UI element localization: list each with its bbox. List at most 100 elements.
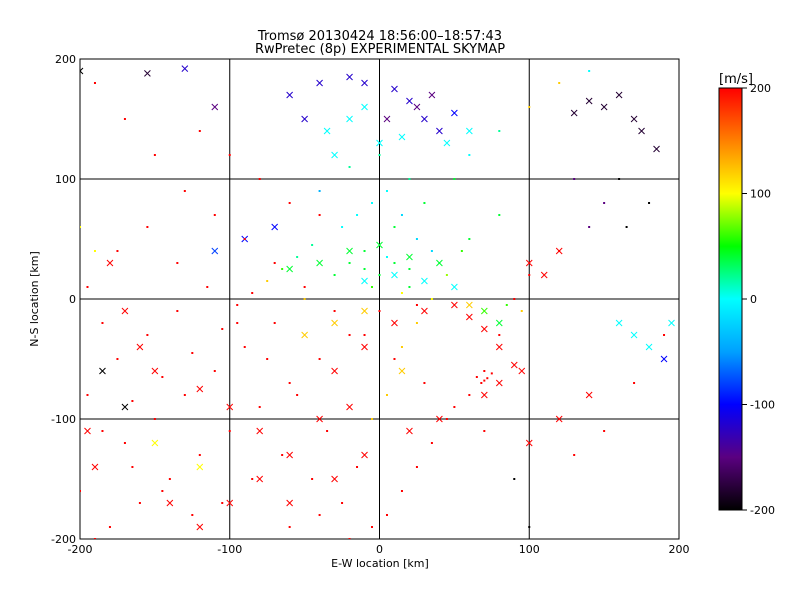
data-point-dot <box>363 250 366 252</box>
data-point-dot <box>213 370 216 372</box>
x-tick-label: -200 <box>68 543 93 556</box>
data-point-x <box>331 319 338 327</box>
data-point-x <box>653 145 660 153</box>
data-point-dot <box>123 442 126 444</box>
chart-subtitle: RwPretec (8p) EXPERIMENTAL SKYMAP <box>255 42 505 57</box>
data-point-dot <box>371 286 374 288</box>
y-tick-label: -100 <box>51 413 76 426</box>
data-point-dot <box>251 478 254 480</box>
data-point-x <box>391 271 398 279</box>
data-point-dot <box>385 394 388 396</box>
data-point-dot <box>311 244 314 246</box>
data-point-x <box>436 415 443 423</box>
data-point-x <box>480 307 488 315</box>
data-point-x <box>346 115 353 123</box>
data-point-dot <box>460 250 463 252</box>
data-point-dot <box>528 526 531 528</box>
data-point-dot <box>93 538 96 539</box>
data-point-dot <box>236 304 239 306</box>
data-point-dot <box>131 400 134 402</box>
y-axis-ticks: -200 -100 0 100 200 <box>51 53 76 546</box>
data-point-dot <box>303 298 306 300</box>
data-point-x <box>196 463 204 471</box>
x-tick-label: 0 <box>376 543 383 556</box>
data-point-dot <box>618 178 621 180</box>
data-point-x <box>451 301 458 309</box>
data-point-x <box>495 319 503 327</box>
data-point-dot <box>423 382 426 384</box>
data-point-x <box>443 139 451 147</box>
data-point-x <box>600 103 608 111</box>
data-point-dot <box>486 377 489 380</box>
data-point-x <box>99 367 106 375</box>
data-point-dot <box>415 304 418 306</box>
data-point-dot <box>475 376 478 378</box>
data-point-x <box>121 403 129 411</box>
data-point-dot <box>378 274 381 276</box>
data-point-x <box>465 313 473 321</box>
data-point-dot <box>93 82 96 84</box>
data-point-dot <box>573 178 576 180</box>
data-point-dot <box>123 118 126 120</box>
data-point-dot <box>356 466 359 468</box>
data-point-dot <box>146 334 149 336</box>
data-point-dot <box>161 490 164 492</box>
data-point-dot <box>573 454 576 456</box>
data-point-dot <box>191 514 194 516</box>
data-point-x <box>331 475 338 483</box>
data-point-dot <box>213 214 216 216</box>
x-axis-label: E-W location [km] <box>331 557 429 570</box>
data-point-dot <box>86 286 89 288</box>
data-point-x <box>398 133 406 141</box>
data-point-x <box>428 91 436 99</box>
data-point-dot <box>258 178 261 180</box>
data-point-dot <box>296 256 299 258</box>
data-point-dot <box>430 442 433 444</box>
data-point-x <box>286 451 294 459</box>
data-point-x <box>361 79 368 87</box>
data-points <box>80 65 675 539</box>
data-point-x <box>80 67 84 75</box>
data-point-x <box>525 259 533 267</box>
colorbar-unit-label: [m/s] <box>719 72 753 87</box>
data-point-dot <box>588 226 591 228</box>
data-point-x <box>196 523 204 531</box>
data-point-dot <box>153 418 156 420</box>
data-point-x <box>346 73 353 81</box>
data-point-x <box>256 475 264 483</box>
data-point-dot <box>273 322 276 324</box>
data-point-dot <box>80 490 81 492</box>
data-point-x <box>451 283 458 291</box>
data-point-dot <box>453 178 456 180</box>
data-point-dot <box>453 406 456 408</box>
data-point-x <box>361 451 368 459</box>
data-point-x <box>346 403 353 411</box>
data-point-dot <box>468 238 471 240</box>
data-point-dot <box>266 358 269 360</box>
data-point-dot <box>558 82 561 84</box>
data-point-dot <box>400 490 403 492</box>
data-point-dot <box>326 430 329 432</box>
data-point-x <box>301 331 308 339</box>
data-point-dot <box>348 166 351 168</box>
data-point-x <box>316 259 323 267</box>
data-point-dot <box>296 394 299 396</box>
data-point-x <box>465 127 473 135</box>
data-point-dot <box>243 238 246 240</box>
data-point-x <box>518 367 526 375</box>
data-point-dot <box>445 274 448 276</box>
data-point-x <box>286 499 294 507</box>
data-point-dot <box>318 358 321 360</box>
data-point-x <box>361 103 368 111</box>
y-tick-label: -200 <box>51 533 76 546</box>
data-point-dot <box>528 274 531 276</box>
data-point-dot <box>385 256 388 258</box>
data-point-x <box>271 223 279 231</box>
data-point-x <box>406 253 413 261</box>
y-axis-label: N-S location [km] <box>28 251 41 347</box>
data-point-x <box>286 265 294 273</box>
colorbar-tick-label: -100 <box>750 399 775 412</box>
x-axis-ticks: -200 -100 0 100 200 <box>68 543 690 556</box>
data-point-x <box>323 127 331 135</box>
